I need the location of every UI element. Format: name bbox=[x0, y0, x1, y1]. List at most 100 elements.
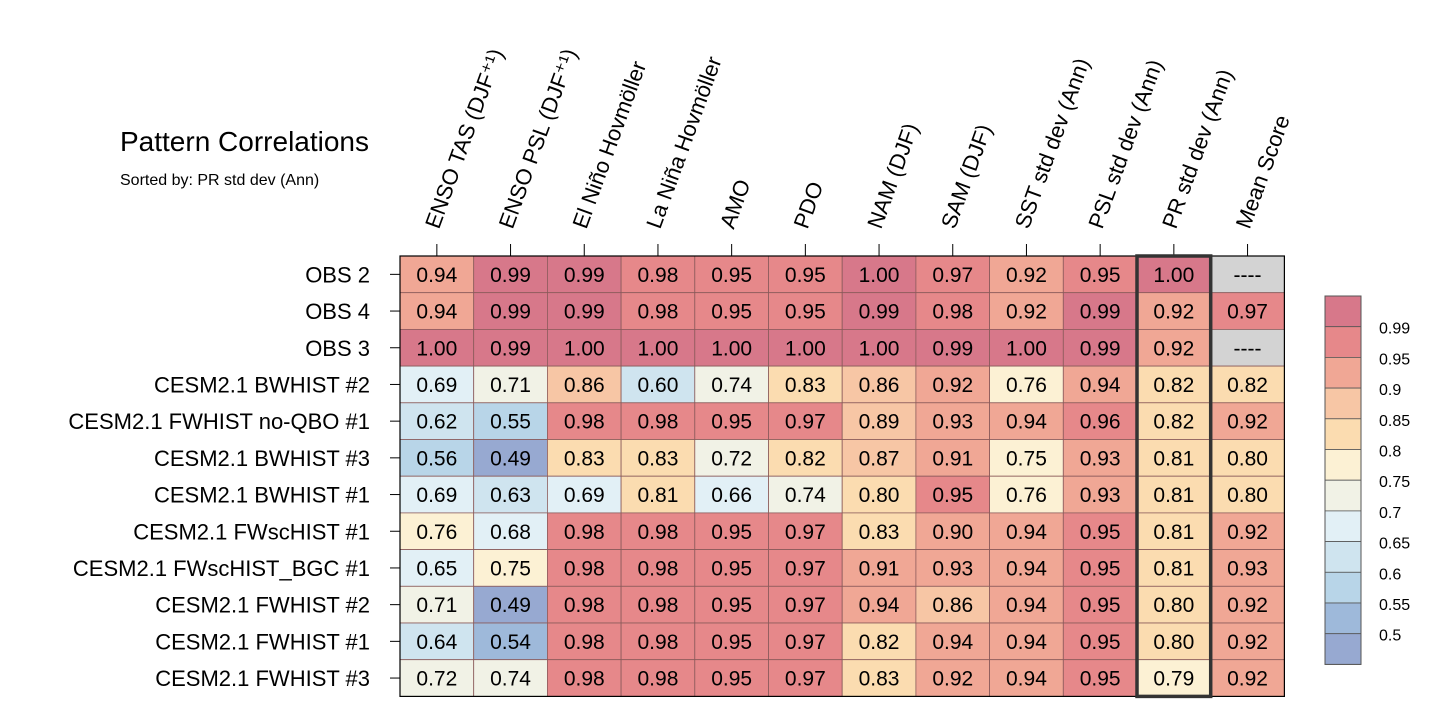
cell-value: 0.98 bbox=[564, 668, 605, 691]
cell-value: 0.99 bbox=[490, 264, 531, 287]
heatmap-cell bbox=[768, 475, 843, 514]
cell-value: 0.65 bbox=[416, 557, 457, 580]
cell-value: 0.94 bbox=[1006, 521, 1047, 544]
column-label: El Niño Hovmöller bbox=[567, 58, 651, 232]
heatmap-cell bbox=[768, 255, 843, 294]
heatmap-cell bbox=[1062, 659, 1138, 697]
cell-value: 0.72 bbox=[416, 668, 457, 691]
heatmap-cell bbox=[694, 328, 769, 367]
heatmap-cell bbox=[1062, 622, 1138, 661]
cell-value: 0.80 bbox=[1227, 484, 1268, 507]
legend-label: 0.55 bbox=[1379, 597, 1410, 614]
heatmap-cell bbox=[399, 255, 475, 294]
row-label: CESM2.1 BWHIST #3 bbox=[154, 446, 370, 471]
column-label: ENSO TAS (DJF⁺¹) bbox=[420, 45, 508, 231]
cell-value: 0.94 bbox=[416, 301, 457, 324]
heatmap-cell bbox=[473, 365, 548, 404]
heatmap-cell bbox=[547, 328, 622, 367]
heatmap-cell bbox=[1210, 439, 1285, 477]
chart-title: Pattern Correlations bbox=[120, 126, 370, 157]
cell-value: 0.86 bbox=[932, 594, 973, 617]
column-label: Mean Score bbox=[1231, 112, 1295, 232]
heatmap-cell bbox=[841, 622, 917, 661]
cell-value: 0.98 bbox=[638, 557, 679, 580]
heatmap-cell bbox=[473, 439, 548, 477]
heatmap-cell bbox=[547, 292, 622, 330]
heatmap-cell bbox=[915, 659, 991, 697]
heatmap-cell bbox=[399, 439, 475, 477]
cell-value: 0.75 bbox=[490, 557, 531, 580]
heatmap-cell bbox=[768, 402, 843, 440]
cell-value: 0.89 bbox=[859, 411, 900, 434]
heatmap-cell bbox=[915, 512, 991, 551]
heatmap-cell bbox=[694, 475, 769, 514]
cell-value: 0.76 bbox=[1006, 484, 1047, 507]
heatmap-cell bbox=[915, 365, 991, 404]
heatmap-cell bbox=[547, 402, 622, 440]
cell-value: ---- bbox=[1234, 337, 1262, 360]
cell-value: 0.49 bbox=[490, 594, 531, 617]
cell-value: 0.83 bbox=[785, 374, 826, 397]
heatmap-cell bbox=[1062, 585, 1138, 624]
heatmap-cell bbox=[989, 402, 1064, 440]
heatmap-cell bbox=[841, 549, 917, 587]
legend-label: 0.6 bbox=[1379, 566, 1401, 583]
cell-value: 0.97 bbox=[785, 668, 826, 691]
cell-value: 0.95 bbox=[1080, 521, 1121, 544]
row-label: OBS 4 bbox=[305, 299, 370, 324]
cell-value: 0.98 bbox=[638, 521, 679, 544]
chart-subtitle: Sorted by: PR std dev (Ann) bbox=[120, 172, 320, 189]
row-label: OBS 2 bbox=[305, 262, 370, 287]
heatmap-cell bbox=[989, 439, 1064, 477]
cell-value: 0.94 bbox=[859, 594, 900, 617]
cell-value: 0.94 bbox=[1006, 631, 1047, 654]
cell-value: 0.95 bbox=[1080, 594, 1121, 617]
cell-value: 0.97 bbox=[785, 521, 826, 544]
cell-value: 0.98 bbox=[564, 631, 605, 654]
heatmap-cell bbox=[1210, 622, 1285, 661]
cell-value: 0.97 bbox=[785, 411, 826, 434]
heatmap-cell bbox=[399, 328, 475, 367]
cell-value: 0.93 bbox=[1080, 447, 1121, 470]
legend-swatch bbox=[1324, 387, 1362, 420]
heatmap-cell bbox=[399, 512, 475, 551]
cell-value: 0.81 bbox=[1153, 447, 1194, 470]
cell-value: 0.83 bbox=[859, 668, 900, 691]
heatmap-cell bbox=[694, 402, 769, 440]
cell-value: 0.95 bbox=[711, 557, 752, 580]
heatmap-cell bbox=[620, 512, 696, 551]
cell-value: 0.64 bbox=[416, 631, 457, 654]
cell-value: 1.00 bbox=[416, 337, 457, 360]
cell-value: 0.98 bbox=[564, 557, 605, 580]
legend-label: 0.75 bbox=[1379, 474, 1410, 491]
heatmap-cell bbox=[473, 292, 548, 330]
cell-value: 0.98 bbox=[638, 264, 679, 287]
heatmap-cell bbox=[547, 439, 622, 477]
cell-value: 0.82 bbox=[1153, 374, 1194, 397]
heatmap-cell bbox=[547, 659, 622, 697]
cell-value: 0.95 bbox=[711, 264, 752, 287]
heatmap-cell bbox=[1136, 255, 1212, 294]
cell-value: 0.99 bbox=[932, 337, 973, 360]
legend-swatch bbox=[1324, 479, 1362, 512]
cell-value: 0.95 bbox=[1080, 557, 1121, 580]
row-label: OBS 3 bbox=[305, 336, 370, 361]
cell-value: 0.91 bbox=[932, 447, 973, 470]
cell-value: 0.74 bbox=[490, 668, 531, 691]
column-label: La Niña Hovmöller bbox=[641, 53, 726, 232]
cell-value: 0.74 bbox=[785, 484, 826, 507]
cell-value: 0.94 bbox=[416, 264, 457, 287]
heatmap-cell bbox=[768, 549, 843, 587]
cell-value: 0.92 bbox=[932, 668, 973, 691]
cell-value: 0.97 bbox=[785, 594, 826, 617]
heatmap-cell bbox=[694, 659, 769, 697]
heatmap-cell bbox=[399, 365, 475, 404]
heatmap-cell bbox=[1210, 365, 1285, 404]
legend-label: 0.99 bbox=[1379, 321, 1410, 338]
heatmap-cell bbox=[694, 585, 769, 624]
legend-swatch bbox=[1324, 633, 1362, 665]
column-label: SAM (DJF) bbox=[936, 121, 997, 232]
cell-value: 0.95 bbox=[711, 631, 752, 654]
heatmap-cell bbox=[1210, 328, 1285, 367]
cell-value: 0.95 bbox=[785, 264, 826, 287]
